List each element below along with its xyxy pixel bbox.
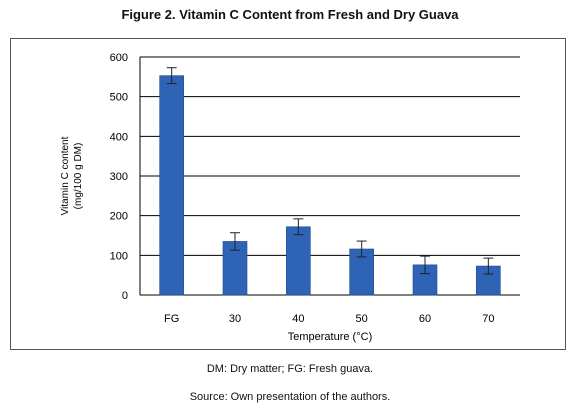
grid-lines	[140, 56, 520, 256]
error-bar-FG	[166, 67, 177, 85]
chart-frame	[10, 38, 566, 350]
x-tick-label: 70	[482, 313, 494, 325]
x-tick-label: FG	[164, 313, 179, 325]
x-axis-label: Temperature (°C)	[288, 331, 372, 343]
error-bar-30	[230, 232, 240, 251]
y-axis-label-line-1: Vitamin C content	[60, 136, 71, 215]
x-tick-label: 50	[356, 313, 368, 325]
bar-40	[286, 226, 311, 296]
error-bar-60	[420, 255, 430, 275]
y-tick-label: 200	[110, 211, 128, 223]
error-bar-40	[293, 218, 304, 236]
y-tick-label: 400	[110, 131, 128, 143]
y-tick-label: 500	[110, 92, 128, 104]
axes	[139, 57, 520, 296]
x-tick-label: 30	[229, 313, 241, 325]
figure-title: Figure 2. Vitamin C Content from Fresh a…	[121, 7, 459, 22]
y-tick-labels: 0 100 200 300 400 500 600	[110, 52, 128, 302]
x-tick-label: 40	[292, 313, 304, 325]
bars	[159, 75, 501, 296]
y-tick-label: 300	[110, 171, 128, 183]
error-bar-50	[356, 240, 367, 258]
error-bars	[166, 67, 494, 275]
y-tick-label: 600	[110, 52, 128, 64]
y-axis-label-line-2: (mg/100 g DM)	[73, 143, 84, 210]
x-tick-label: 60	[419, 313, 431, 325]
x-tick-labels: FG 30 40 50 60 70	[164, 313, 494, 325]
y-tick-label: 0	[122, 290, 128, 302]
bar-FG	[159, 75, 184, 296]
abbreviation-note: DM: Dry matter; FG: Fresh guava.	[206, 363, 374, 375]
source-note: Source: Own presentation of the authors.	[189, 391, 391, 403]
y-tick-label: 100	[110, 250, 128, 262]
error-bar-70	[483, 257, 494, 275]
